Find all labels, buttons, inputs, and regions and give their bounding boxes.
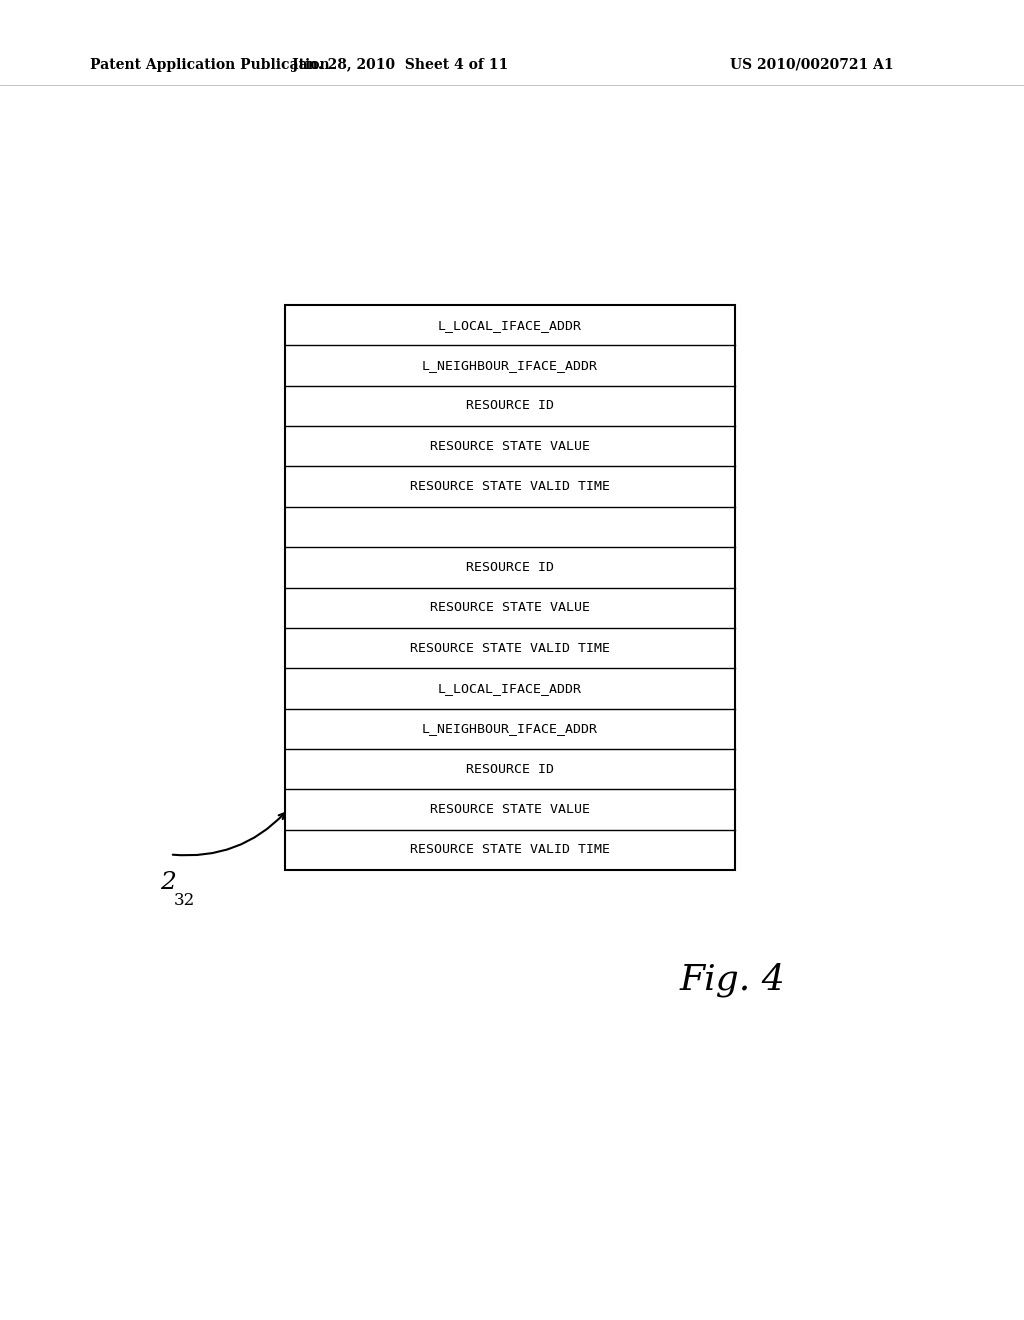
Text: RESOURCE STATE VALID TIME: RESOURCE STATE VALID TIME xyxy=(410,642,610,655)
Text: 32: 32 xyxy=(174,892,196,909)
Text: RESOURCE ID: RESOURCE ID xyxy=(466,763,554,776)
Text: L_NEIGHBOUR_IFACE_ADDR: L_NEIGHBOUR_IFACE_ADDR xyxy=(422,722,598,735)
Text: L_LOCAL_IFACE_ADDR: L_LOCAL_IFACE_ADDR xyxy=(438,682,582,694)
Text: RESOURCE STATE VALID TIME: RESOURCE STATE VALID TIME xyxy=(410,480,610,494)
Text: RESOURCE ID: RESOURCE ID xyxy=(466,400,554,412)
Text: 2: 2 xyxy=(160,871,176,894)
Text: L_NEIGHBOUR_IFACE_ADDR: L_NEIGHBOUR_IFACE_ADDR xyxy=(422,359,598,372)
Text: RESOURCE STATE VALUE: RESOURCE STATE VALUE xyxy=(430,803,590,816)
Text: Patent Application Publication: Patent Application Publication xyxy=(90,58,330,73)
Text: L_LOCAL_IFACE_ADDR: L_LOCAL_IFACE_ADDR xyxy=(438,318,582,331)
Text: RESOURCE STATE VALUE: RESOURCE STATE VALUE xyxy=(430,440,590,453)
Bar xyxy=(285,305,735,870)
Text: Fig. 4: Fig. 4 xyxy=(680,962,785,997)
Text: RESOURCE STATE VALUE: RESOURCE STATE VALUE xyxy=(430,601,590,614)
Text: RESOURCE STATE VALID TIME: RESOURCE STATE VALID TIME xyxy=(410,843,610,857)
Text: Jan. 28, 2010  Sheet 4 of 11: Jan. 28, 2010 Sheet 4 of 11 xyxy=(292,58,508,73)
Text: US 2010/0020721 A1: US 2010/0020721 A1 xyxy=(730,58,894,73)
Text: RESOURCE ID: RESOURCE ID xyxy=(466,561,554,574)
